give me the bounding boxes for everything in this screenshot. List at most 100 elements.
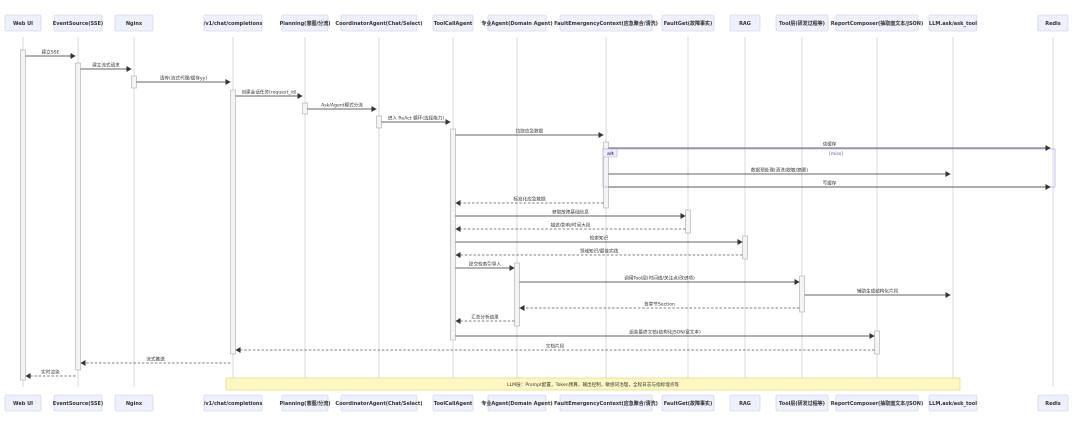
activation-bar — [603, 141, 609, 209]
participant-label: Planning(意图/分流) — [279, 400, 330, 407]
participant-label: EventSource(SSE) — [53, 401, 103, 407]
message-label: 拉取应急数据 — [516, 128, 544, 135]
participant: Nginx — [114, 14, 154, 32]
activation-bar — [685, 209, 691, 234]
participant-label: Tool层(研发过程等) — [779, 20, 825, 27]
participant-label: CoordinatorAgent(Chat/Select) — [335, 21, 422, 27]
alt-label: alt — [607, 151, 615, 157]
message-label: 数据预处理(清洗/脱敏/摘要) — [751, 167, 808, 174]
participant-box — [487, 14, 547, 32]
participant-box — [835, 14, 919, 32]
activation-bar — [742, 235, 748, 260]
activation-bar — [514, 262, 520, 327]
message-label: 领域知识/最佳实践 — [580, 248, 619, 255]
participant-box — [340, 394, 418, 412]
participant-box — [1037, 394, 1069, 412]
participant-label: FaultGet(故障事实) — [664, 20, 713, 27]
participant-label: FaultEmergencyContext(应急聚合/清洗) — [554, 20, 658, 27]
participant-label: LLM.ask/ask_tool — [929, 401, 977, 407]
participant-label: /v1/chat/completions — [204, 401, 263, 407]
participant-box — [281, 14, 329, 32]
message-label: 获取故障基础信息 — [552, 209, 589, 216]
note-text: LLM层：Prompt配置，Token预算，输出控制，敏感词治理，全程日志与指标… — [507, 381, 679, 388]
participant-label: ToolCallAgent — [434, 401, 473, 407]
activation-bar — [799, 275, 805, 313]
message-label: 组装最终文档(结构化JSON/富文本) — [629, 329, 701, 336]
participant: FaultEmergencyContext(应急聚合/清洗) — [554, 394, 658, 412]
message-label: 各章节Section — [644, 301, 675, 308]
participant-label: Redis — [1045, 21, 1061, 27]
participant-box — [775, 394, 829, 412]
participant-label: ToolCallAgent — [434, 21, 473, 27]
message-label: Ask/Agent模式分流 — [321, 102, 363, 109]
message-label: 写缓存 — [823, 180, 837, 187]
participant-box — [1037, 14, 1069, 32]
participant: RAG — [729, 14, 761, 32]
participant: FaultGet(故障事实) — [661, 394, 715, 412]
participant-box — [559, 394, 653, 412]
participant: ReportComposer(抽取面文本/JSON) — [831, 14, 923, 32]
activation-bar — [230, 89, 236, 355]
participant-box — [53, 14, 103, 32]
participant-label: Planning(意图/分流) — [279, 20, 330, 27]
participant-label: Nginx — [126, 401, 143, 407]
participant-label: FaultGet(故障事实) — [664, 400, 713, 407]
message-label: 实时渲染 — [41, 369, 60, 376]
message-label: 创建会话任务(request_id) — [241, 89, 296, 96]
participant: CoordinatorAgent(Chat/Select) — [335, 14, 423, 32]
message-label: 汇总分析结果 — [471, 314, 499, 321]
participant: 专业Agent(Domain Agent) — [481, 14, 553, 32]
participant: ToolCallAgent — [432, 14, 474, 32]
participant-label: ReportComposer(抽取面文本/JSON) — [831, 400, 924, 407]
participant-label: 专业Agent(Domain Agent) — [481, 20, 552, 27]
message-label: 文档片段 — [546, 343, 565, 350]
participant-box — [114, 394, 154, 412]
participant-box — [928, 394, 978, 412]
participant-box — [203, 394, 263, 412]
participant-box — [432, 14, 474, 32]
participant: /v1/chat/completions — [204, 14, 262, 32]
alt-condition: [miss] — [829, 151, 843, 157]
participant: EventSource(SSE) — [53, 14, 103, 32]
participant-label: Nginx — [126, 21, 143, 27]
activation-bar — [376, 115, 382, 129]
message-label: 调用Tool层(时间线/关注点/改进项) — [624, 275, 695, 282]
participant: Nginx — [114, 394, 154, 412]
participant-box — [4, 14, 42, 32]
actors-top: Web UI EventSource(SSE) Nginx/v1/chat/comp… — [4, 14, 1069, 32]
participant-label: EventSource(SSE) — [53, 21, 103, 27]
message-label: 建立流式请求 — [92, 62, 120, 69]
participant-box — [928, 14, 978, 32]
activation-bar — [302, 102, 308, 115]
participant-box — [53, 394, 103, 412]
participant-label: Tool层(研发过程等) — [779, 400, 825, 407]
note-box — [225, 377, 961, 391]
message-label: 描述/影响/时间大段 — [551, 222, 591, 229]
message-label: 检索知识 — [590, 235, 609, 242]
participant-label: Redis — [1045, 401, 1061, 407]
participant-box — [559, 14, 653, 32]
participant: LLM.ask/ask_tool — [928, 14, 978, 32]
message-label: 流式推送 — [146, 356, 165, 363]
activation-bar — [874, 330, 880, 355]
activations — [20, 49, 880, 381]
activation-bar — [450, 128, 456, 341]
participant: EventSource(SSE) — [53, 394, 103, 412]
activation-bar — [20, 49, 26, 381]
participant: 专业Agent(Domain Agent) — [481, 394, 553, 412]
participant: Web UI — [4, 394, 42, 412]
activation-bar — [75, 62, 81, 371]
message-label: 读缓存 — [823, 141, 837, 148]
participant-box — [835, 394, 919, 412]
participant: CoordinatorAgent(Chat/Select) — [335, 394, 423, 412]
participant-box — [114, 14, 154, 32]
message-label: 标准化应急数据 — [513, 196, 546, 203]
participant: LLM.ask/ask_tool — [928, 394, 978, 412]
participant: FaultGet(故障事实) — [661, 14, 715, 32]
participant: Tool层(研发过程等) — [775, 394, 829, 412]
participant-label: FaultEmergencyContext(应急聚合/清洗) — [554, 400, 658, 407]
message-label: 透传(流式代理/缓存yy) — [160, 75, 208, 82]
participant-label: LLM.ask/ask_tool — [929, 21, 977, 27]
